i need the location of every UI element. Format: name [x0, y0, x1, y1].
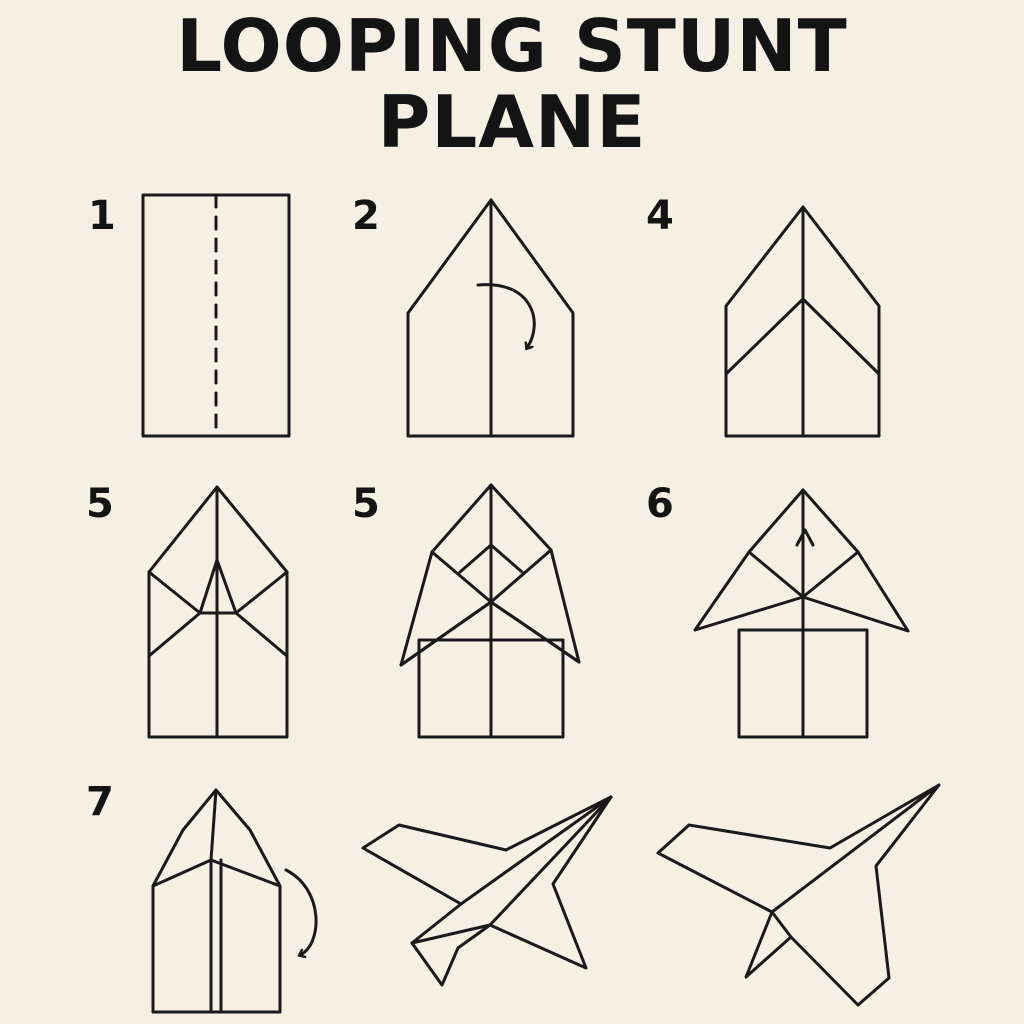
fold-arrow-icon — [476, 283, 536, 348]
finished-plane-1 — [361, 795, 613, 987]
step-number-6: 6 — [646, 481, 674, 527]
step-3-paper — [724, 205, 881, 438]
step-number-3: 4 — [646, 193, 674, 239]
step-number-7: 7 — [86, 779, 114, 825]
page-title-line-2: PLANE — [377, 80, 647, 164]
step-7-paper — [151, 788, 318, 1014]
fold-arrow-icon — [284, 868, 318, 955]
step-1-paper — [141, 193, 291, 438]
step-number-1: 1 — [88, 193, 116, 239]
page-title-line-1: LOOPING STUNT — [176, 4, 848, 88]
finished-plane-2 — [656, 783, 941, 1007]
fold-arrow-icon — [795, 528, 815, 547]
step-4-paper — [147, 485, 289, 739]
step-5-paper — [399, 483, 581, 739]
step-2-paper — [406, 198, 575, 438]
step-6-paper — [693, 488, 910, 739]
step-number-2: 2 — [352, 193, 380, 239]
step-number-4: 5 — [86, 481, 114, 527]
step-number-5: 5 — [352, 481, 380, 527]
